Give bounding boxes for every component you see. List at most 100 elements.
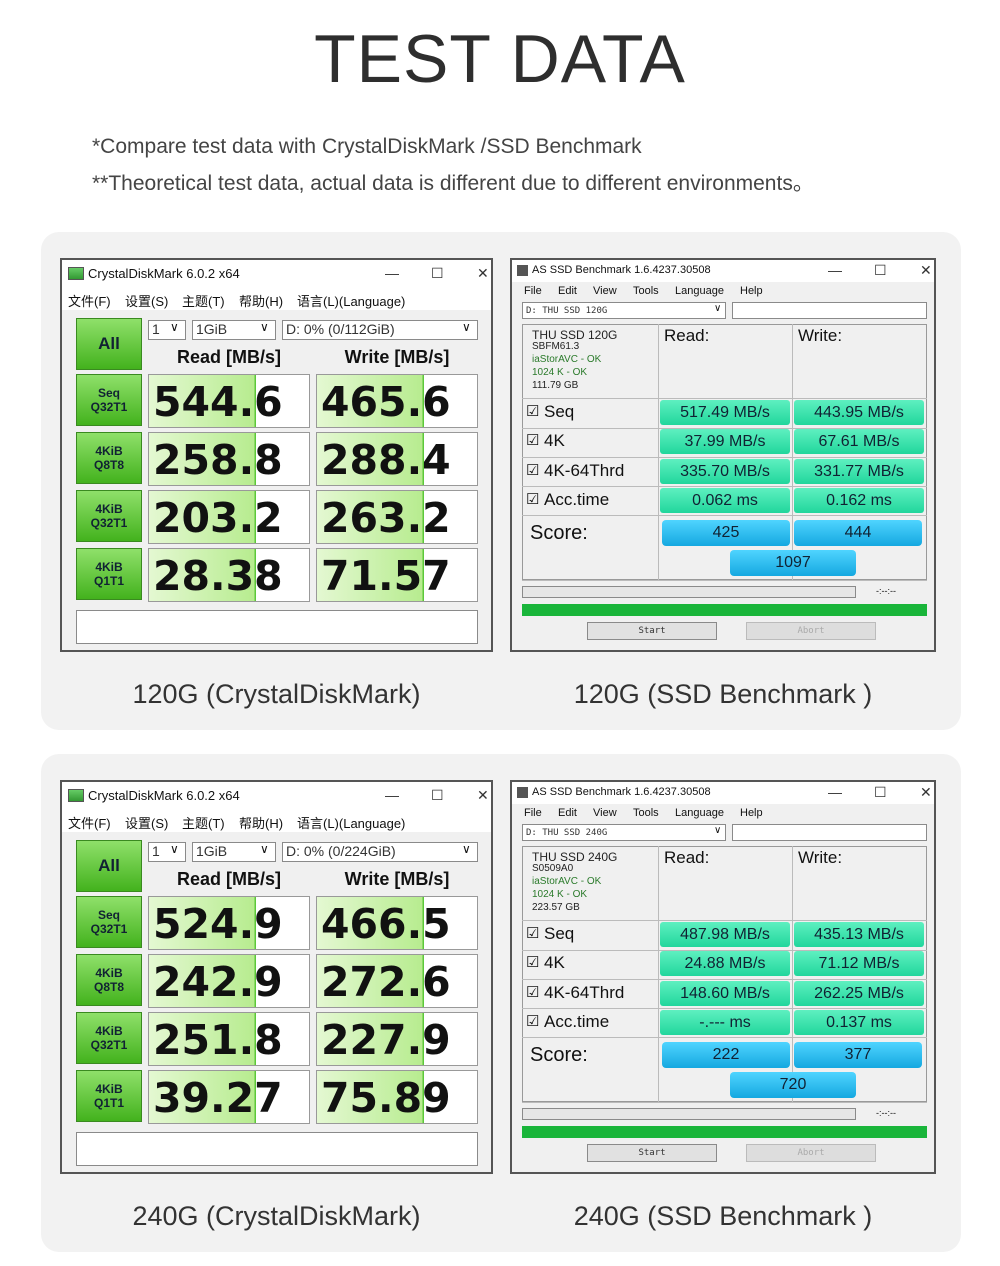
all-button[interactable]: All <box>76 318 142 370</box>
menu-item[interactable]: View <box>593 807 617 819</box>
test-button[interactable]: 4KiB Q32T1 <box>76 490 142 542</box>
dropdown-arrow: ∨ <box>170 320 179 334</box>
window-control[interactable]: ✕ <box>477 265 489 281</box>
checkbox[interactable]: ☑ <box>526 925 540 942</box>
count-select[interactable]: 1 <box>148 320 186 340</box>
window-control[interactable]: ✕ <box>477 787 489 803</box>
test-label: Q1T1 <box>93 1096 124 1110</box>
checkbox[interactable]: ☑ <box>526 403 540 420</box>
menu-item[interactable]: Tools <box>633 285 659 297</box>
results-area <box>522 324 927 580</box>
menu-item[interactable]: 文件(F) <box>68 816 111 831</box>
count-select[interactable]: 1 <box>148 842 186 862</box>
menu-item[interactable]: Language <box>675 285 724 297</box>
read-value: 24.88 MB/s <box>660 951 790 977</box>
read-header: Read [MB/s] <box>176 869 281 889</box>
read-value: 28.38 <box>148 548 310 602</box>
test-label: 4K <box>544 431 565 451</box>
column-divider <box>658 846 659 1102</box>
drive-select[interactable]: D: 0% (0/224GiB) <box>282 842 478 862</box>
score-total: 1097 <box>730 550 856 576</box>
menu-item[interactable]: 文件(F) <box>68 294 111 309</box>
dropdown-arrow: ∨ <box>714 303 722 314</box>
window-control[interactable]: ☐ <box>874 262 887 278</box>
test-button[interactable]: Seq Q32T1 <box>76 896 142 948</box>
menu-item[interactable]: 语言(L)(Language) <box>297 816 406 831</box>
menu-item[interactable]: File <box>524 285 542 297</box>
title-bar <box>512 260 934 282</box>
test-label: Seq <box>544 924 575 943</box>
test-button[interactable]: 4KiB Q8T8 <box>76 954 142 1006</box>
comment-box <box>76 1132 478 1166</box>
test-button[interactable]: 4KiB Q32T1 <box>76 1012 142 1064</box>
checkbox[interactable]: ☑ <box>526 954 540 972</box>
window-control[interactable]: ✕ <box>920 262 932 278</box>
test-label: Q8T8 <box>93 980 124 994</box>
checkbox[interactable]: ☑ <box>526 983 540 1001</box>
menu-item[interactable]: 语言(L)(Language) <box>297 294 406 309</box>
drive-select[interactable]: D: THU SSD 240G <box>522 824 726 841</box>
write-value: 272.6 <box>316 954 478 1008</box>
read-value: 335.70 MB/s <box>660 458 790 484</box>
caption: 240G (CrystalDiskMark) <box>132 1201 421 1231</box>
window-control[interactable]: ☐ <box>874 784 887 800</box>
test-label: 4KiB <box>95 966 123 980</box>
menu-item[interactable]: 帮助(H) <box>239 816 284 831</box>
drive-select[interactable]: D: THU SSD 120G <box>522 302 726 319</box>
menu-item[interactable]: Help <box>740 285 763 297</box>
menu-item[interactable]: 主题(T) <box>182 294 225 309</box>
menu-item[interactable]: Language <box>675 807 724 819</box>
menu-item[interactable]: File <box>524 807 542 819</box>
comment-box <box>76 610 478 644</box>
menu-item[interactable]: Help <box>740 807 763 819</box>
window-control[interactable]: — <box>828 262 842 278</box>
menu-item[interactable]: 设置(S) <box>125 294 169 309</box>
window-control[interactable]: ✕ <box>920 784 932 800</box>
window-control[interactable]: ☐ <box>431 787 444 803</box>
start-button[interactable]: Start <box>587 1144 717 1162</box>
checkbox[interactable]: ☑ <box>526 490 540 508</box>
row-divider <box>522 1008 927 1009</box>
drive-info: 1024 K - OK <box>532 367 588 378</box>
checkbox[interactable]: ☑ <box>526 432 540 450</box>
test-button[interactable]: 4KiB Q8T8 <box>76 432 142 484</box>
menu-item[interactable]: Tools <box>633 807 659 819</box>
menu-item[interactable]: View <box>593 285 617 297</box>
score-write: 377 <box>794 1042 922 1068</box>
window-title: CrystalDiskMark 6.0.2 x64 <box>88 266 240 281</box>
window-control[interactable]: — <box>385 787 399 803</box>
size-select[interactable]: 1GiB <box>192 320 276 340</box>
all-button[interactable]: All <box>76 840 142 892</box>
menu-item[interactable]: 主题(T) <box>182 816 225 831</box>
menu-item[interactable]: 帮助(H) <box>239 294 284 309</box>
row-divider <box>522 515 927 516</box>
score-read: 425 <box>662 520 790 546</box>
drive-select[interactable]: D: 0% (0/112GiB) <box>282 320 478 340</box>
window-title: AS SSD Benchmark 1.6.4237.30508 <box>532 786 711 798</box>
asssd-window: AS SSD Benchmark 1.6.4237.30508 — ☐ ✕ File Ed… <box>510 258 936 652</box>
abort-button[interactable]: Abort <box>746 622 876 640</box>
row-divider <box>522 428 927 429</box>
row-divider <box>522 486 927 487</box>
note: *Compare test data with CrystalDiskMark … <box>92 135 642 158</box>
test-button[interactable]: 4KiB Q1T1 <box>76 548 142 600</box>
panel: CrystalDiskMark 6.0.2 x64 — ☐ ✕ 文件(F) 设置(S) 主题… <box>41 754 961 1252</box>
write-value: 288.4 <box>316 432 478 486</box>
checkbox[interactable]: ☑ <box>526 461 540 479</box>
checkbox[interactable]: ☑ <box>526 1012 540 1030</box>
menu-item[interactable]: 设置(S) <box>125 816 169 831</box>
menu-item[interactable]: Edit <box>558 285 577 297</box>
app-icon <box>68 789 84 802</box>
test-button[interactable]: 4KiB Q1T1 <box>76 1070 142 1122</box>
start-button[interactable]: Start <box>587 622 717 640</box>
note: **Theoretical test data, actual data is … <box>92 172 814 195</box>
window-control[interactable]: — <box>828 784 842 800</box>
abort-button[interactable]: Abort <box>746 1144 876 1162</box>
test-button[interactable]: Seq Q32T1 <box>76 374 142 426</box>
window-control[interactable]: — <box>385 265 399 281</box>
size-select[interactable]: 1GiB <box>192 842 276 862</box>
dropdown-arrow: ∨ <box>260 320 269 334</box>
menu-item[interactable]: Edit <box>558 807 577 819</box>
window-control[interactable]: ☐ <box>431 265 444 281</box>
